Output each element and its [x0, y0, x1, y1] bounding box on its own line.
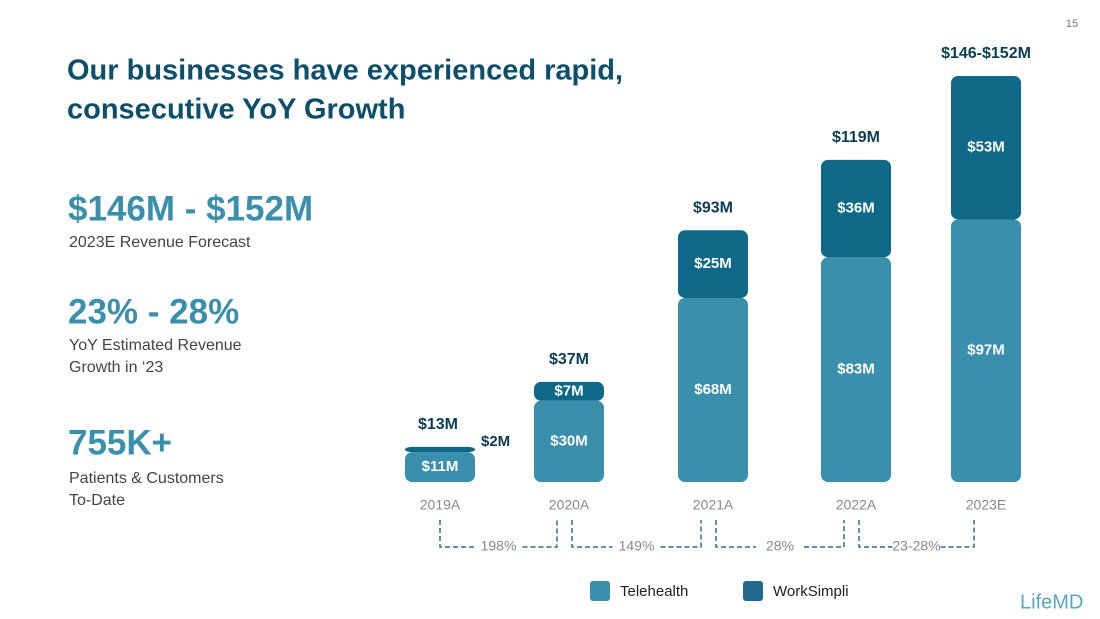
- legend-swatch: [743, 581, 763, 601]
- value-label: $7M: [554, 382, 583, 399]
- stat-caption: Growth in ‘23: [69, 359, 163, 376]
- bar-segment: [951, 76, 1021, 220]
- bar-segment: [405, 452, 475, 482]
- bar-segment: [821, 159, 891, 258]
- value-label: $68M: [694, 381, 732, 398]
- value-label: $36M: [837, 200, 875, 217]
- total-label: $37M: [549, 351, 589, 368]
- category-label: 2023E: [966, 497, 1006, 513]
- growth-bracket: [571, 520, 613, 548]
- category-label: 2021A: [693, 497, 734, 513]
- value-label: $53M: [967, 139, 1005, 156]
- value-label: $97M: [967, 342, 1005, 359]
- stat-value: 23% - 28%: [68, 292, 239, 331]
- growth-bracket: [804, 520, 845, 548]
- stat-caption: YoY Estimated Revenue: [69, 337, 242, 354]
- stat-caption: To-Date: [69, 492, 125, 509]
- category-label: 2019A: [420, 497, 461, 513]
- growth-bracket: [715, 520, 756, 548]
- growth-label: 198%: [481, 538, 517, 554]
- bar-segment: [678, 297, 748, 482]
- title: consecutive YoY Growth: [67, 94, 405, 126]
- total-label: $119M: [832, 129, 880, 146]
- growth-label: 23-28%: [892, 538, 940, 554]
- title: Our businesses have experienced rapid,: [67, 55, 623, 87]
- bar-segment: [678, 230, 748, 298]
- value-label: $11M: [422, 458, 459, 475]
- stat-value: $146M - $152M: [68, 189, 313, 228]
- growth-bracket: [522, 520, 558, 548]
- total-label: $146-$152M: [941, 45, 1031, 62]
- value-label: $30M: [550, 432, 588, 449]
- growth-bracket: [660, 520, 702, 548]
- value-label: $83M: [837, 361, 875, 378]
- category-label: 2022A: [836, 497, 877, 513]
- legend-label: Telehealth: [620, 583, 688, 600]
- stat-value: 755K+: [68, 423, 172, 462]
- total-label: $13M: [418, 416, 458, 433]
- bar-segment: [534, 400, 604, 482]
- growth-label: 28%: [766, 538, 794, 554]
- category-label: 2020A: [549, 497, 590, 513]
- page-number: 15: [1066, 18, 1078, 30]
- value-label: $2M: [481, 433, 510, 450]
- growth-bracket: [439, 520, 475, 548]
- total-label: $93M: [693, 199, 733, 216]
- bar-segment: [821, 257, 891, 482]
- growth-bracket: [940, 520, 975, 548]
- stat-caption: 2023E Revenue Forecast: [69, 234, 251, 251]
- legend-swatch: [590, 581, 610, 601]
- logo: LifeMD: [1020, 591, 1083, 613]
- bar-segment: [534, 381, 604, 401]
- growth-label: 149%: [619, 538, 655, 554]
- value-label: $25M: [694, 255, 732, 272]
- stat-caption: Patients & Customers: [69, 470, 224, 487]
- bar-segment: [405, 446, 475, 453]
- legend-label: WorkSimpli: [773, 583, 849, 600]
- bar-segment: [951, 219, 1021, 482]
- growth-bracket: [858, 520, 893, 548]
